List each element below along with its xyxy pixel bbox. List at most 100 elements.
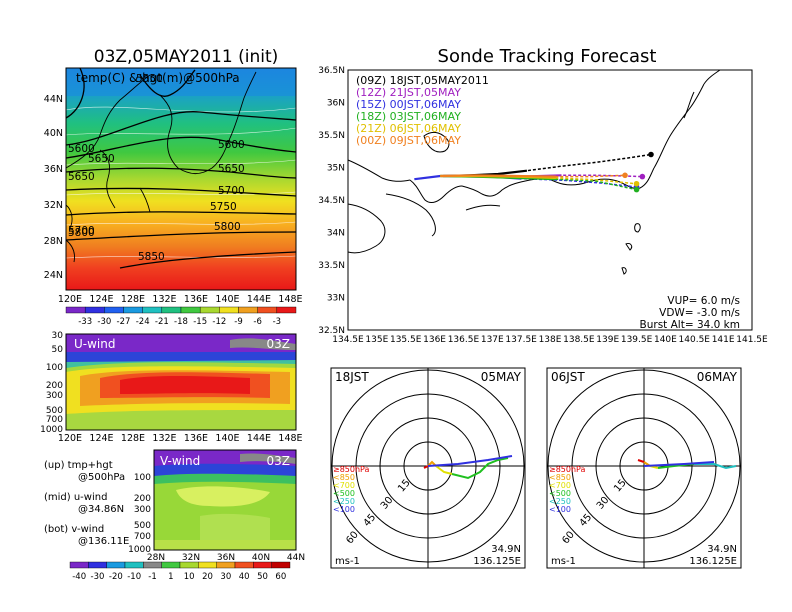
lon-tick-label: 138.5E: [563, 335, 595, 345]
lon-tick-label: 136E: [184, 433, 208, 444]
hodo-level-label: ≥850hPa: [333, 465, 370, 474]
colorbar-cell: [276, 306, 297, 314]
lon-tick-label: 135E: [365, 335, 388, 345]
colorbar-cell: [219, 306, 239, 314]
colorbar-label: -27: [117, 317, 131, 327]
colorbar-cell: [142, 306, 163, 314]
contour-labels: 5550 5600 5650 5600 5650 5650 5700 5700 …: [68, 73, 245, 263]
lon-tick-label: 132E: [152, 433, 176, 444]
pressure-tick-label: 100: [134, 473, 151, 483]
lon-tick-label: 144E: [247, 294, 271, 305]
vwind-lat-ticks: 28N 32N 36N 40N 44N: [147, 553, 305, 563]
run-legend-entry: (21Z) 06JST,06MAY: [356, 122, 461, 135]
colorbar-label: -30: [91, 572, 105, 582]
lon-tick-label: 136.5E: [448, 335, 480, 345]
lat-tick-label: 33.5N: [318, 261, 345, 271]
coastlines: [65, 71, 257, 263]
lat-tick-label: 40N: [44, 128, 63, 139]
colorbar-cell: [238, 306, 258, 314]
lat-tick-label: 32.5N: [318, 326, 345, 336]
svg-text:5800: 5800: [214, 221, 241, 233]
panel-notes: (up) tmp+hgt @500hPa (mid) u-wind @34.86…: [44, 460, 129, 547]
colorbar-label: 60: [275, 572, 286, 582]
burst-point: [633, 186, 640, 193]
svg-text:VUP= 6.0 m/s: VUP= 6.0 m/s: [667, 295, 740, 307]
colorbar-label: -20: [109, 572, 123, 582]
hodo-lat: 34.9N: [491, 544, 521, 555]
left-title: 03Z,05MAY2011 (init): [94, 47, 279, 67]
lon-tick-label: 140.5E: [679, 335, 711, 345]
lon-tick-label: 140E: [654, 335, 677, 345]
lon-tick-label: 128E: [121, 294, 145, 305]
colorbar-label: -18: [174, 317, 188, 327]
svg-text:@136.11E: @136.11E: [78, 536, 129, 547]
lat-tick-label: 24N: [44, 270, 63, 281]
colorbar-cell: [161, 306, 182, 314]
colorbar-label: -3: [273, 317, 281, 327]
lat-tick-label: 40N: [252, 553, 270, 563]
hodo-trace: [423, 465, 429, 469]
colorbar-label: -24: [136, 317, 150, 327]
pressure-tick-label: 30: [52, 331, 64, 341]
lon-tick-label: 140E: [215, 294, 239, 305]
colorbar-label: -10: [127, 572, 141, 582]
hodo-time: 18JST: [335, 370, 369, 384]
colorbar-label: 10: [184, 572, 195, 582]
lon-tick-label: 132E: [152, 294, 176, 305]
svg-text:5800: 5800: [68, 227, 95, 239]
run-legend-entry: (15Z) 00JST,06MAY: [356, 98, 461, 111]
colorbar-label: -9: [234, 317, 242, 327]
hodo-level-label: <500: [333, 489, 355, 498]
colorbar-cell: [234, 561, 254, 569]
map-lon-ticks: 120E 124E 128E 132E 136E 140E 144E 148E: [58, 294, 303, 305]
lat-tick-label: 35N: [327, 164, 345, 174]
colorbar-label: 40: [239, 572, 250, 582]
hodo-trace: [637, 459, 645, 463]
lon-tick-label: 141E: [712, 335, 735, 345]
lat-tick-label: 28N: [44, 236, 63, 247]
lat-tick-label: 33N: [327, 294, 345, 304]
run-legend-entry: (00Z) 09JST,06MAY: [356, 134, 461, 147]
lat-tick-label: 34.5N: [318, 196, 345, 206]
hodo-trace: [694, 463, 737, 470]
runs-legend: (09Z) 18JST,05MAY2011(12Z) 21JST,05MAY(1…: [356, 74, 489, 147]
hodo-date: 06MAY: [697, 370, 738, 384]
lat-tick-label: 44N: [287, 553, 305, 563]
lat-tick-label: 35.5N: [318, 131, 345, 141]
colorbar-cell: [179, 561, 199, 569]
colorbar-label: -6: [253, 317, 261, 327]
colorbar-cell: [124, 561, 144, 569]
lon-tick-label: 120E: [58, 294, 82, 305]
colorbar-cell: [88, 561, 107, 569]
svg-text:(bot) v-wind: (bot) v-wind: [44, 524, 104, 535]
uwind-label: U-wind: [74, 337, 115, 351]
hodo-lon: 136.125E: [473, 556, 521, 567]
colorbar-label: -12: [212, 317, 226, 327]
track-map-frame: [347, 69, 753, 331]
lat-tick-label: 36N: [44, 164, 63, 175]
hodo-unit: ms-1: [335, 556, 360, 567]
pressure-tick-label: 200: [134, 494, 151, 504]
colorbar-cell: [161, 561, 181, 569]
colorbar-label: -1: [148, 572, 156, 582]
colorbar-label: -21: [155, 317, 169, 327]
colorbar-cell: [104, 306, 124, 314]
pressure-tick-label: 300: [134, 505, 151, 515]
lon-tick-label: 137.5E: [505, 335, 537, 345]
svg-text:5600: 5600: [68, 143, 95, 155]
svg-text:Burst Alt= 34.0 km: Burst Alt= 34.0 km: [640, 319, 740, 331]
svg-text:@34.86N: @34.86N: [78, 504, 124, 515]
colorbar-cell: [253, 561, 272, 569]
right-title: Sonde Tracking Forecast: [438, 46, 657, 67]
track-coastline: [347, 69, 721, 275]
burst-point: [633, 180, 640, 187]
lon-tick-label: 136E: [423, 335, 446, 345]
track-lon-ticks: 134.5E 135E 135.5E 136E 136.5E 137E 137.5E 138E…: [332, 335, 768, 345]
run-legend-entry: (09Z) 18JST,05MAY2011: [356, 74, 489, 87]
colorbar-label: 30: [220, 572, 231, 582]
pressure-tick-label: 500: [46, 406, 63, 416]
colorbar-cell: [180, 306, 201, 314]
colorbar-cell: [198, 561, 217, 569]
